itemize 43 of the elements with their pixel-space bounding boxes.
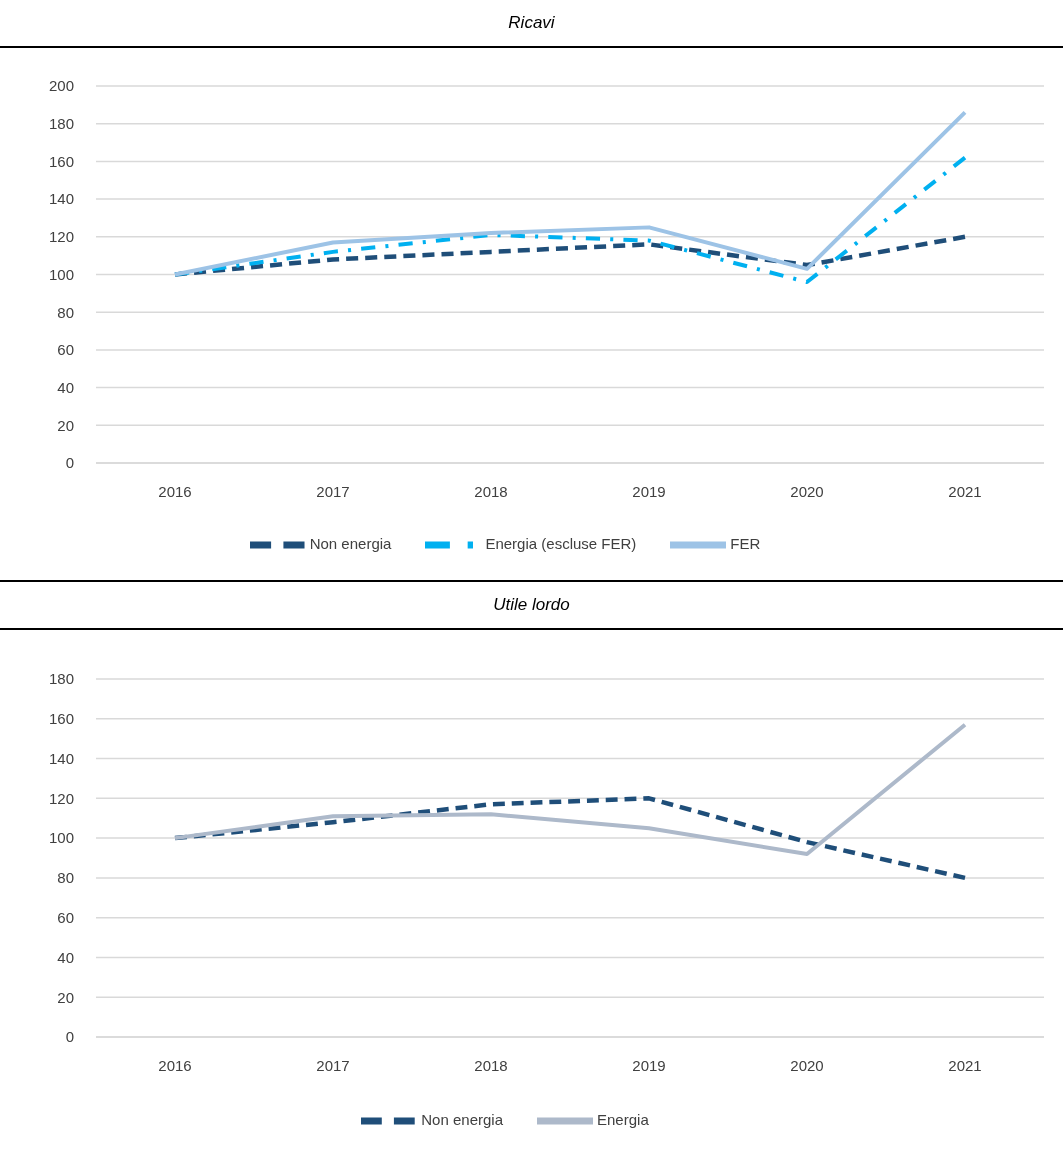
y-tick-label: 60 <box>57 341 74 359</box>
y-tick-label: 40 <box>57 948 74 966</box>
x-tick-label: 2017 <box>316 482 350 500</box>
y-tick-label: 120 <box>48 789 74 807</box>
y-tick-label: 80 <box>57 869 74 887</box>
x-tick-label: 2017 <box>316 1056 350 1074</box>
y-tick-label: 200 <box>48 77 74 95</box>
y-tick-label: 20 <box>57 988 74 1006</box>
x-tick-label: 2019 <box>632 1056 666 1074</box>
legend-label: FER <box>730 534 761 552</box>
y-tick-label: 100 <box>48 829 74 847</box>
line-series <box>173 722 967 857</box>
line-series <box>172 234 968 277</box>
y-tick-label: 80 <box>57 303 74 321</box>
y-tick-label: 0 <box>65 1028 74 1046</box>
x-tick-label: 2021 <box>948 482 982 500</box>
y-tick-label: 180 <box>48 115 74 133</box>
y-tick-label: 140 <box>48 190 74 208</box>
y-tick-label: 20 <box>57 416 74 434</box>
x-tick-label: 2016 <box>158 482 192 500</box>
y-tick-label: 140 <box>48 749 74 767</box>
line-series <box>173 110 967 277</box>
x-tick-label: 2018 <box>474 1056 508 1074</box>
y-tick-label: 160 <box>48 710 74 728</box>
y-tick-label: 120 <box>48 228 74 246</box>
legend-label: Energia <box>597 1110 649 1128</box>
legend-label: Non energia <box>421 1110 504 1128</box>
y-tick-label: 60 <box>57 908 74 926</box>
chart-title: Utile lordo <box>493 595 570 615</box>
y-tick-label: 160 <box>48 152 74 170</box>
x-tick-label: 2020 <box>790 1056 824 1074</box>
x-tick-label: 2021 <box>948 1056 982 1074</box>
y-tick-label: 180 <box>48 670 74 688</box>
legend-label: Non energia <box>309 534 392 552</box>
x-tick-label: 2020 <box>790 482 824 500</box>
chart-title: Ricavi <box>508 13 555 33</box>
y-tick-label: 40 <box>57 378 74 396</box>
x-tick-label: 2019 <box>632 482 666 500</box>
x-tick-label: 2016 <box>158 1056 192 1074</box>
y-tick-label: 100 <box>48 265 74 283</box>
y-tick-label: 0 <box>65 454 74 472</box>
x-tick-label: 2018 <box>474 482 508 500</box>
legend-label: Energia (escluse FER) <box>485 534 637 552</box>
